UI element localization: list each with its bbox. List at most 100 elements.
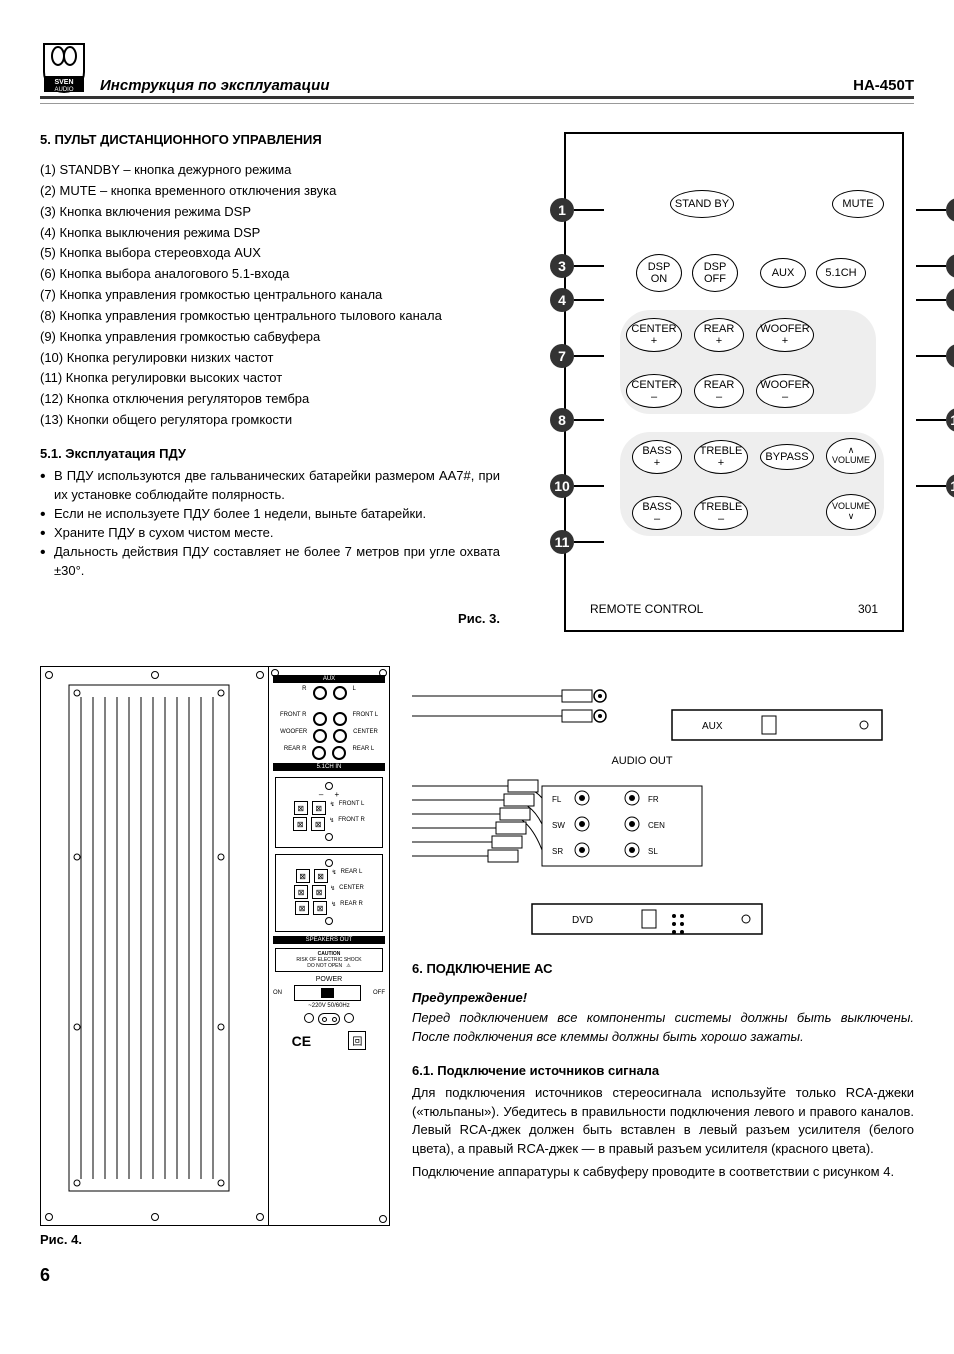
bullet-item: •Дальность действия ПДУ составляет не бо… [40, 543, 500, 581]
bullet-item: •Храните ПДУ в сухом чистом месте. [40, 524, 500, 543]
remote-button: CENTER+ [626, 318, 682, 352]
remote-button: WOOFER+ [756, 318, 814, 352]
callout-badge: 2 [946, 198, 954, 222]
remote-button: ∧VOLUME [826, 438, 876, 474]
callout-badge: 13 [946, 474, 954, 498]
callout-badge: 9 [946, 344, 954, 368]
remote-button: BYPASS [760, 444, 814, 470]
section61-para1: Для подключения источников стереосигнала… [412, 1084, 914, 1159]
remote-button: MUTE [832, 190, 884, 218]
remote-button: REAR+ [694, 318, 744, 352]
callout-leader [916, 265, 946, 267]
callout-leader [574, 541, 604, 543]
speaker-grille [41, 667, 269, 1225]
class2-mark: 回 [348, 1031, 366, 1050]
callout-leader [916, 299, 946, 301]
callout-badge: 8 [550, 408, 574, 432]
svg-text:AUX: AUX [702, 721, 723, 732]
page-number: 6 [40, 1265, 914, 1286]
svg-text:AUDIO OUT: AUDIO OUT [611, 755, 672, 767]
header-title: Инструкция по эксплуатации [100, 77, 853, 94]
list-item: (12) Кнопка отключения регуляторов тембр… [40, 390, 500, 409]
fig3-label: Рис. 3. [40, 611, 500, 626]
list-item: (11) Кнопка регулировки высоких частот [40, 369, 500, 388]
panel-spk-out-label: SPEAKERS OUT [273, 936, 385, 944]
list-item: (6) Кнопка выбора аналогового 5.1-входа [40, 265, 500, 284]
list-item: (10) Кнопка регулировки низких частот [40, 349, 500, 368]
callout-leader [916, 419, 946, 421]
callout-leader [574, 355, 604, 357]
remote-button: VOLUME∨ [826, 494, 876, 530]
header-model: HA-450T [853, 77, 914, 94]
brand-logo: SVEN AUDIO [40, 40, 88, 94]
warning-body: Перед подключением все компоненты систем… [412, 1009, 914, 1047]
header-rule [40, 103, 914, 104]
list-item: (5) Кнопка выбора стереовхода AUX [40, 244, 500, 263]
bullet-item: •В ПДУ используются две гальванических б… [40, 467, 500, 505]
fig4-label: Рис. 4. [40, 1232, 390, 1247]
list-item: (3) Кнопка включения режима DSP [40, 203, 500, 222]
list-item: (1) STANDBY – кнопка дежурного режима [40, 161, 500, 180]
connector-panel: AUX RL FRONT RFRONT L WOOFERCENTER REAR … [269, 667, 389, 1225]
callout-leader [574, 485, 604, 487]
list-item: (8) Кнопка управления громкостью централ… [40, 307, 500, 326]
section61-para2: Подключение аппаратуры к сабвуферу прово… [412, 1163, 914, 1182]
list-item: (13) Кнопки общего регулятора громкости [40, 411, 500, 430]
remote-button: TREBLE+ [694, 440, 748, 474]
remote-button: AUX [760, 258, 806, 288]
section5-list: (1) STANDBY – кнопка дежурного режима (2… [40, 161, 500, 430]
remote-body: STAND BY MUTE DSPON DSPOFF AUX 5.1CH CENTER+ RE… [564, 132, 904, 632]
remote-button: WOOFER– [756, 374, 814, 408]
remote-diagram: STAND BY MUTE DSPON DSPOFF AUX 5.1CH CENTER+ RE… [524, 132, 914, 642]
panel-51ch-label: 5.1CH IN [273, 763, 385, 771]
wiring-diagram: AUX L R AUDIO OUT FL FR SW CEN SR SL [412, 666, 914, 946]
svg-text:AUDIO: AUDIO [54, 87, 73, 93]
remote-button: DSPON [636, 254, 682, 292]
bullet-item: •Если не используете ПДУ более 1 недели,… [40, 505, 500, 524]
svg-text:CEN: CEN [648, 821, 665, 830]
back-panel-diagram: AUX RL FRONT RFRONT L WOOFERCENTER REAR … [40, 666, 390, 1226]
callout-badge: 6 [946, 254, 954, 278]
section51-heading: 5.1. Эксплуатация ПДУ [40, 446, 500, 461]
callout-leader [574, 419, 604, 421]
remote-footer-left: REMOTE CONTROL [590, 602, 703, 616]
section5-heading: 5. ПУЛЬТ ДИСТАНЦИОННОГО УПРАВЛЕНИЯ [40, 132, 500, 147]
list-item: (2) MUTE – кнопка временного отключения … [40, 182, 500, 201]
callout-leader [916, 209, 946, 211]
remote-footer-right: 301 [858, 602, 878, 616]
section6-heading: 6. ПОДКЛЮЧЕНИЕ АС [412, 961, 914, 976]
callout-leader [574, 209, 604, 211]
remote-button: STAND BY [670, 190, 734, 218]
list-item: (4) Кнопка выключения режима DSP [40, 224, 500, 243]
svg-text:SL: SL [648, 847, 658, 856]
callout-leader [916, 355, 946, 357]
list-item: (7) Кнопка управления громкостью централ… [40, 286, 500, 305]
callout-badge: 11 [550, 530, 574, 554]
remote-button: DSPOFF [692, 254, 738, 292]
warning-title: Предупреждение! [412, 990, 914, 1005]
page-header: SVEN AUDIO Инструкция по эксплуатации HA… [40, 40, 914, 99]
section61-heading: 6.1. Подключение источников сигнала [412, 1063, 914, 1078]
svg-text:SW: SW [552, 821, 565, 830]
remote-button: 5.1CH [816, 258, 866, 288]
callout-leader [574, 299, 604, 301]
ce-mark: CE [292, 1033, 311, 1049]
remote-button: REAR– [694, 374, 744, 408]
svg-text:SR: SR [552, 847, 563, 856]
callout-leader [916, 485, 946, 487]
svg-text:SVEN: SVEN [54, 79, 73, 86]
callout-badge: 12 [946, 408, 954, 432]
svg-text:DVD: DVD [572, 915, 593, 926]
remote-button: CENTER– [626, 374, 682, 408]
callout-badge: 7 [550, 344, 574, 368]
svg-text:FR: FR [648, 795, 659, 804]
remote-button: BASS+ [632, 440, 682, 474]
svg-text:FL: FL [552, 795, 562, 804]
remote-button: TREBLE– [694, 496, 748, 530]
panel-aux-label: AUX [273, 675, 385, 683]
callout-badge: 4 [550, 288, 574, 312]
callout-badge: 1 [550, 198, 574, 222]
remote-button: BASS– [632, 496, 682, 530]
list-item: (9) Кнопка управления громкостью сабвуфе… [40, 328, 500, 347]
caution-box: CAUTIONRISK OF ELECTRIC SHOCKDO NOT OPEN… [275, 948, 383, 972]
